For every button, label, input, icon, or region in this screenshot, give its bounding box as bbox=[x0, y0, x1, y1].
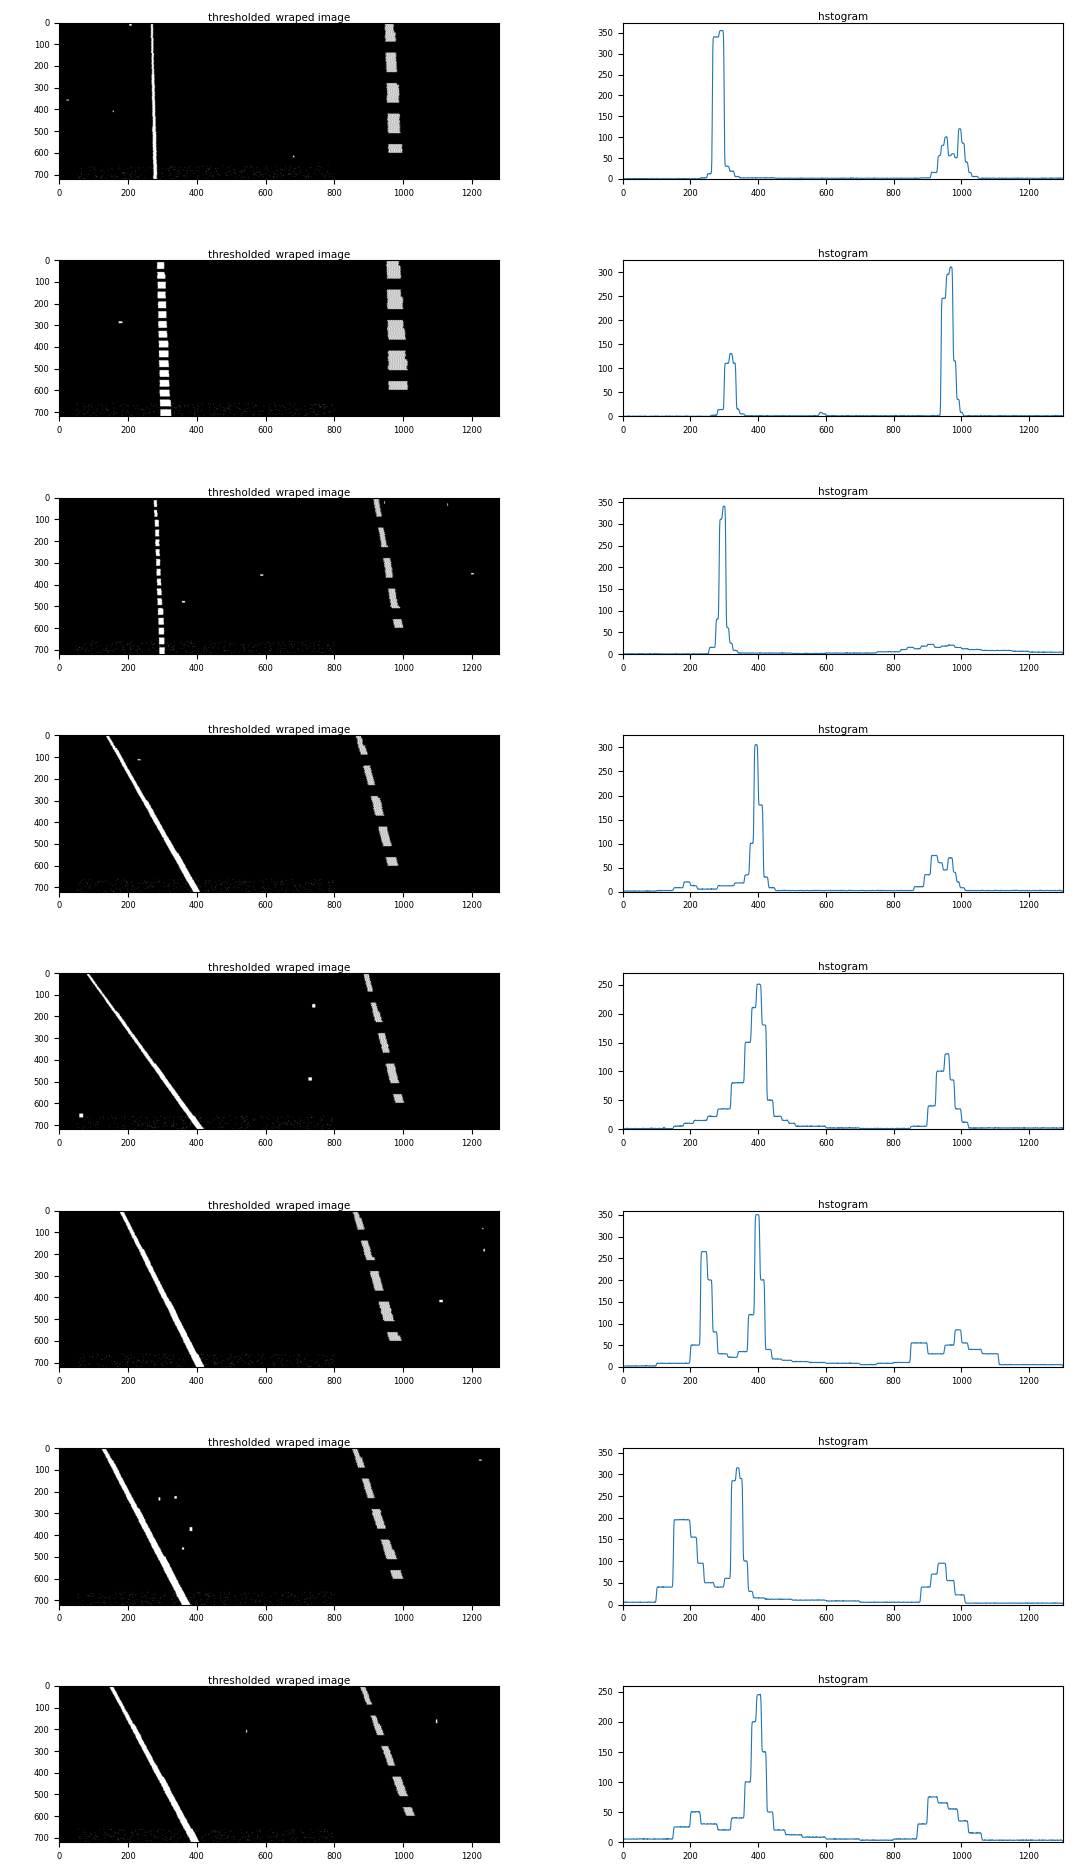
Title: hstogram: hstogram bbox=[818, 1675, 868, 1685]
Title: hstogram: hstogram bbox=[818, 250, 868, 259]
Title: hstogram: hstogram bbox=[818, 488, 868, 497]
Title: thresholded_wraped image: thresholded_wraped image bbox=[208, 250, 351, 261]
Title: thresholded_wraped image: thresholded_wraped image bbox=[208, 1201, 351, 1210]
Title: thresholded_wraped image: thresholded_wraped image bbox=[208, 962, 351, 974]
Title: thresholded_wraped image: thresholded_wraped image bbox=[208, 724, 351, 735]
Title: thresholded_wraped image: thresholded_wraped image bbox=[208, 488, 351, 497]
Title: thresholded_wraped image: thresholded_wraped image bbox=[208, 11, 351, 23]
Title: thresholded_wraped image: thresholded_wraped image bbox=[208, 1675, 351, 1687]
Title: hstogram: hstogram bbox=[818, 1201, 868, 1210]
Title: hstogram: hstogram bbox=[818, 962, 868, 972]
Title: thresholded_wraped image: thresholded_wraped image bbox=[208, 1437, 351, 1448]
Title: hstogram: hstogram bbox=[818, 1437, 868, 1448]
Title: hstogram: hstogram bbox=[818, 11, 868, 23]
Title: hstogram: hstogram bbox=[818, 724, 868, 735]
